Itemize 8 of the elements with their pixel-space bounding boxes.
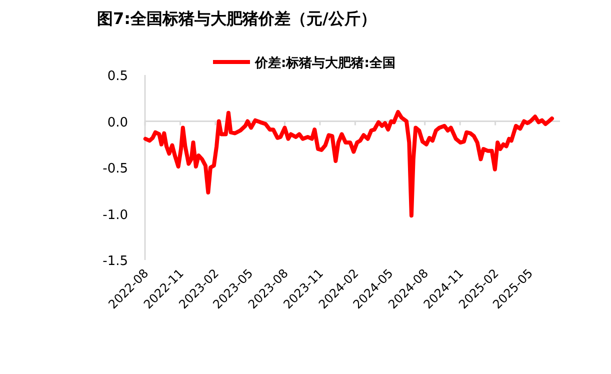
y-tick-label: -0.5 bbox=[102, 162, 128, 176]
y-tick-label: -1.0 bbox=[102, 208, 128, 223]
y-tick-label: -1.5 bbox=[102, 254, 128, 269]
legend: 价差:标猪与大肥猪:全国 bbox=[213, 56, 396, 71]
title: 图7:全国标猪与大肥猪价差（元/公斤） bbox=[97, 9, 376, 28]
y-tick-label: 0.5 bbox=[107, 69, 128, 84]
legend-label: 价差:标猪与大肥猪:全国 bbox=[254, 56, 396, 71]
y-tick-label: 0.0 bbox=[107, 115, 128, 130]
